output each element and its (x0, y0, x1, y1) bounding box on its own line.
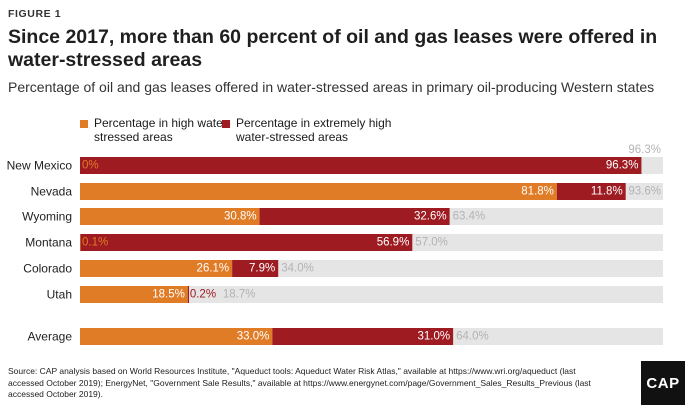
total-label-montana: 57.0% (415, 237, 448, 249)
category-label-wyoming: Wyoming (22, 210, 72, 224)
bar-high-wyoming (80, 208, 260, 225)
bar-extremely-high-colorado (232, 260, 279, 277)
value-label-high-montana: 0.1% (82, 237, 108, 249)
value-label-high-new-mexico: 0% (82, 160, 99, 172)
total-label-average: 64.0% (456, 331, 489, 343)
bar-extremely-high-nevada (556, 183, 626, 200)
category-label-colorado: Colorado (23, 262, 72, 276)
legend-label-extremely-high: Percentage in extremely high water-stres… (236, 116, 392, 144)
bar-extremely-high-montana (80, 234, 413, 251)
value-label-extremely-high-average: 31.0% (418, 331, 451, 343)
legend-item-high: Percentage in high water-stressed areas (80, 116, 254, 144)
bar-high-montana (80, 234, 81, 251)
value-label-extremely-high-montana: 56.9% (377, 237, 410, 249)
legend-label-high: Percentage in high water-stressed areas (94, 116, 231, 144)
total-label-wyoming: 63.4% (453, 211, 486, 223)
category-label-new-mexico: New Mexico (7, 159, 73, 173)
bar-background-utah (80, 286, 663, 303)
value-label-high-wyoming: 30.8% (224, 211, 257, 223)
bar-extremely-high-utah (187, 286, 190, 303)
bar-high-colorado (80, 260, 233, 277)
value-label-extremely-high-wyoming: 32.6% (414, 211, 447, 223)
total-label-utah: 18.7% (223, 289, 256, 301)
value-label-extremely-high-new-mexico: 96.3% (606, 160, 639, 172)
chart-title: Since 2017, more than 60 percent of oil … (8, 26, 658, 71)
value-label-high-colorado: 26.1% (197, 263, 230, 275)
value-label-extremely-high-nevada: 11.8% (591, 186, 623, 198)
total-label-new-mexico: 96.3% (628, 144, 661, 156)
legend: Percentage in high water-stressed areas … (0, 116, 693, 148)
legend-item-extremely-high: Percentage in extremely high water-stres… (222, 116, 396, 144)
value-label-high-average: 33.0% (237, 331, 270, 343)
category-label-average: Average (28, 330, 73, 344)
chart-subtitle: Percentage of oil and gas leases offered… (8, 79, 655, 95)
bar-extremely-high-new-mexico (80, 157, 642, 174)
value-label-extremely-high-utah: 0.2% (190, 289, 216, 301)
total-label-nevada: 93.6% (628, 186, 661, 198)
legend-swatch-high (80, 120, 88, 128)
value-label-extremely-high-colorado: 7.9% (249, 263, 275, 275)
category-label-nevada: Nevada (31, 185, 73, 199)
bar-high-average (80, 328, 273, 345)
stacked-bar-chart: New Mexico 0% 96.3% 96.3% Nevada 81.8% 11.8% 93… (7, 144, 663, 345)
category-label-montana: Montana (25, 236, 72, 250)
value-label-high-nevada: 81.8% (521, 186, 554, 198)
bar-extremely-high-wyoming (259, 208, 450, 225)
total-label-colorado: 34.0% (281, 263, 314, 275)
category-label-utah: Utah (47, 288, 72, 302)
figure-label: FIGURE 1 (8, 8, 62, 20)
bar-high-nevada (80, 183, 557, 200)
bar-high-utah (80, 286, 188, 303)
cap-logo: CAP (641, 361, 685, 405)
value-label-high-utah: 18.5% (152, 289, 185, 301)
source-note: Source: CAP analysis based on World Reso… (8, 366, 591, 399)
legend-swatch-extremely-high (222, 120, 230, 128)
bar-extremely-high-average (272, 328, 454, 345)
